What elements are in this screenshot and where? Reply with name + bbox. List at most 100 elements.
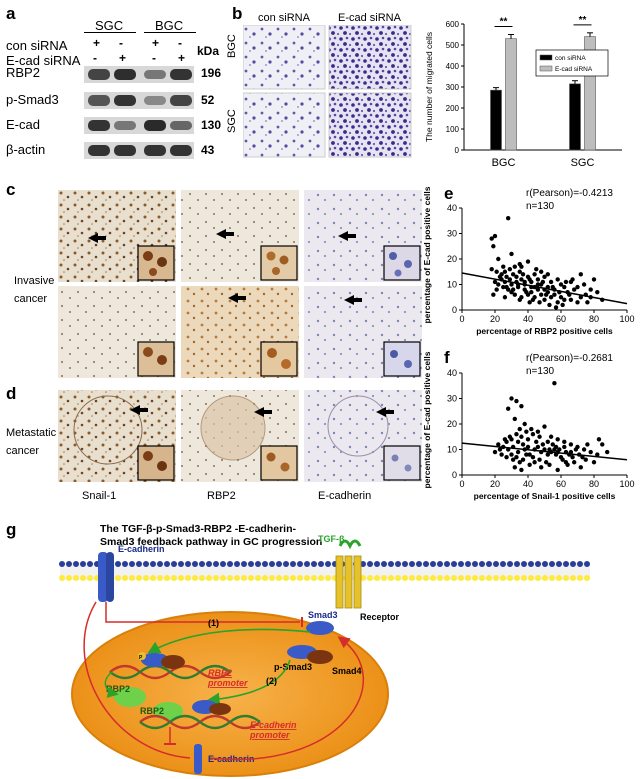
image-sgc-ecad [328,92,412,158]
ihc-image-grid [58,190,422,482]
data-point [547,302,552,308]
data-point [585,442,590,447]
arrow-icon [254,407,272,417]
membrane-head [528,561,534,567]
membrane-head [556,561,562,567]
sign-1-3: + [152,36,160,50]
arrow-icon [344,295,362,305]
membrane-head [283,575,289,581]
col-label-snail1: Snail-1 [82,490,117,502]
tgf-beta-receptor-icon [335,539,362,609]
label-rbp2-promoter-line2: promoter [207,678,248,688]
membrane-head [409,575,415,581]
x-tick-label: 60 [556,314,566,324]
membrane-head [255,575,261,581]
data-point [494,269,499,274]
data-point [591,277,597,282]
membrane-head [479,561,485,567]
data-point [517,269,522,274]
membrane-head [185,561,191,567]
label-p: P [139,655,143,661]
membrane-head [129,561,135,567]
smad4-bound-icon [161,655,185,669]
data-point [600,442,605,447]
data-point [562,284,567,290]
blot-label-psmad3: p-Smad3 [6,92,59,107]
blot-band [170,121,192,130]
data-point [578,272,583,277]
membrane-head [493,575,499,581]
blot-band [144,96,166,105]
membrane-head [178,561,184,567]
membrane-head [367,561,373,567]
label-rbp2-a: RBP2 [106,684,130,694]
data-point [543,460,549,465]
kda-header: kDa [197,44,220,58]
membrane-head [297,561,303,567]
data-point [519,467,524,473]
pathway-title-line2: Smad3 feedback pathway in GC progression [100,536,322,548]
membrane-head [129,575,135,581]
smad4-icon [307,650,333,664]
data-point [506,216,511,221]
membrane-head [507,561,513,567]
data-point [547,462,552,467]
data-point [492,449,498,455]
membrane-head [570,575,576,581]
panel-c-label: c [6,180,16,199]
label-ecadherin-membrane: E-cadherin [118,544,165,554]
membrane-head [290,575,296,581]
data-point [535,282,541,287]
data-point [542,274,547,280]
data-point [491,244,496,249]
nodule-outline [200,395,266,461]
label-receptor: Receptor [360,612,400,622]
legend-label: E-cad siRNA [555,66,593,73]
data-point [575,300,580,305]
data-point [504,439,509,445]
data-point [519,434,524,439]
membrane-head [416,561,422,567]
label-tgfb: TGF-β [318,534,345,544]
data-point [573,447,579,452]
membrane-head [115,561,121,567]
kda-value-psmad3: 52 [201,93,215,107]
membrane-head [157,561,163,567]
feedback-line-left [83,601,191,759]
pathway-arrow-2 [206,659,291,706]
label-ecad-promoter-line1: E-cadherin [250,720,297,730]
data-point [517,297,522,302]
panel-f-label: f [444,348,450,367]
membrane-head [262,575,268,581]
data-point [524,452,529,457]
membrane-head [423,561,429,567]
legend-box [535,49,609,77]
blot-band [170,69,192,80]
arrow-markers [88,229,394,417]
membrane-head [318,561,324,567]
blot-band [144,120,166,131]
row-label-metastatic: Metastatic cancer [6,427,57,457]
membrane-head [360,561,366,567]
data-point [514,454,519,460]
data-point [522,279,527,285]
inset-zoom [260,445,298,481]
membrane-head [500,575,506,581]
membrane-head [570,561,576,567]
data-point [552,381,557,386]
membrane-head [122,575,128,581]
y-tick-label: 40 [447,203,457,213]
data-point [562,297,567,302]
trend-line [461,272,628,305]
data-point [575,284,580,290]
data-point [596,437,602,442]
sign-1-2: - [119,36,123,50]
data-point [491,292,496,297]
membrane-head [255,561,261,567]
membrane-head [66,561,72,567]
membrane-head [563,561,569,567]
data-point [550,284,555,290]
membrane-head [213,575,219,581]
ecadherin-bottom-icon [194,744,202,774]
